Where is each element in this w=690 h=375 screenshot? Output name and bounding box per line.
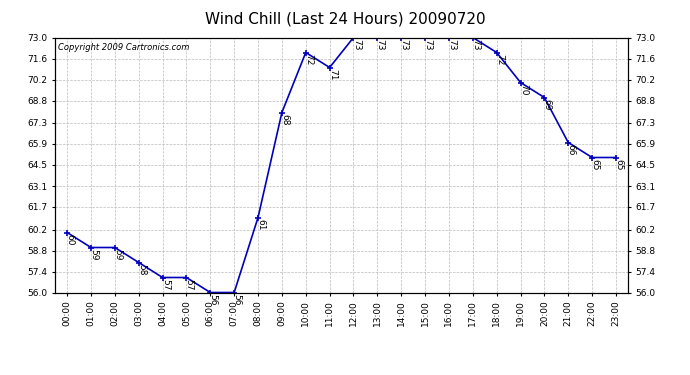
Text: 59: 59 xyxy=(89,249,98,260)
Text: 72: 72 xyxy=(304,54,313,65)
Text: 65: 65 xyxy=(591,159,600,170)
Text: 60: 60 xyxy=(66,234,75,245)
Text: 57: 57 xyxy=(185,279,194,290)
Text: 68: 68 xyxy=(280,114,289,125)
Text: 73: 73 xyxy=(424,39,433,50)
Text: 65: 65 xyxy=(614,159,623,170)
Text: 69: 69 xyxy=(542,99,552,110)
Text: 73: 73 xyxy=(352,39,361,50)
Text: 59: 59 xyxy=(113,249,122,260)
Text: 73: 73 xyxy=(471,39,480,50)
Text: 56: 56 xyxy=(233,294,241,305)
Text: 73: 73 xyxy=(447,39,456,50)
Text: 71: 71 xyxy=(328,69,337,80)
Text: 61: 61 xyxy=(256,219,266,230)
Text: 56: 56 xyxy=(208,294,217,305)
Text: 58: 58 xyxy=(137,264,146,275)
Text: 73: 73 xyxy=(400,39,408,50)
Text: 57: 57 xyxy=(161,279,170,290)
Text: 72: 72 xyxy=(495,54,504,65)
Text: Copyright 2009 Cartronics.com: Copyright 2009 Cartronics.com xyxy=(58,43,190,52)
Text: 66: 66 xyxy=(566,144,575,155)
Text: Wind Chill (Last 24 Hours) 20090720: Wind Chill (Last 24 Hours) 20090720 xyxy=(205,11,485,26)
Text: 70: 70 xyxy=(519,84,528,95)
Text: 73: 73 xyxy=(375,39,384,50)
